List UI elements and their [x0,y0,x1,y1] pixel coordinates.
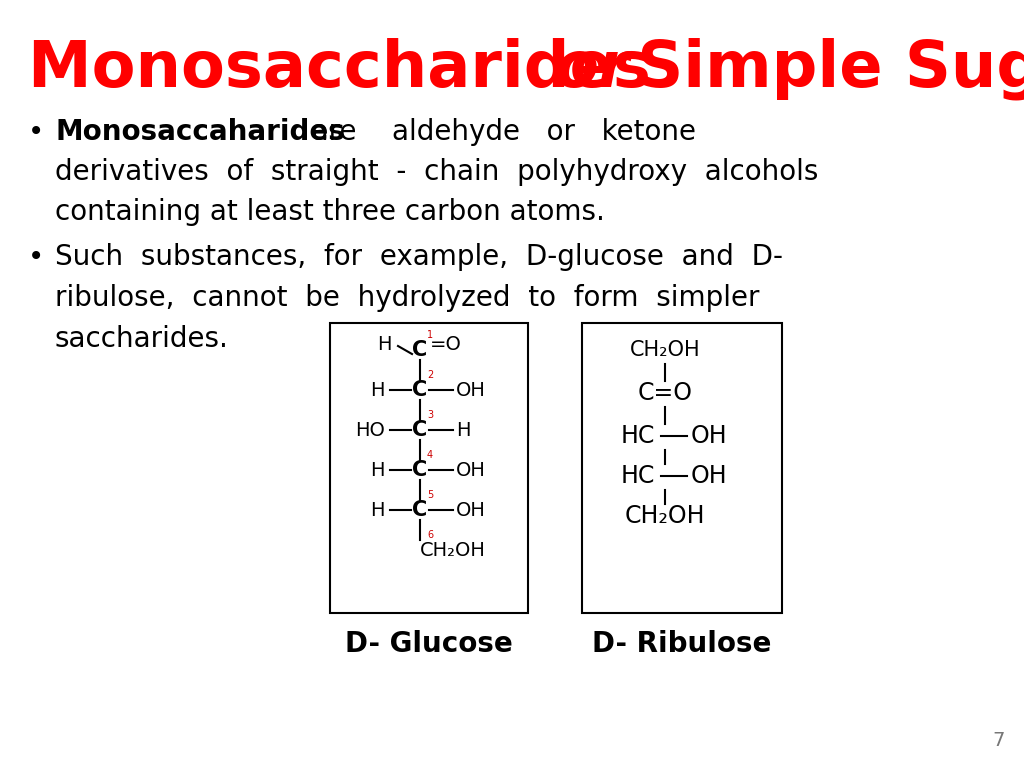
Text: 1: 1 [427,330,433,340]
Text: CH₂OH: CH₂OH [420,541,485,560]
Text: are    aldehyde   or   ketone: are aldehyde or ketone [285,118,696,146]
Text: 3: 3 [427,410,433,420]
Text: OH: OH [691,464,728,488]
Text: H: H [456,421,470,439]
Text: D- Glucose: D- Glucose [345,630,513,658]
Text: Such  substances,  for  example,  D-glucose  and  D-: Such substances, for example, D-glucose … [55,243,783,271]
Text: H: H [371,461,385,479]
Text: 4: 4 [427,450,433,460]
Text: HC: HC [621,424,655,448]
Text: CH₂OH: CH₂OH [625,504,706,528]
Text: 7: 7 [992,731,1005,750]
Text: Monosaccharides: Monosaccharides [28,38,673,100]
Text: HO: HO [355,421,385,439]
Text: C: C [413,340,428,360]
Text: =O: =O [430,336,462,355]
Text: OH: OH [456,380,485,399]
Text: C: C [413,420,428,440]
Text: 2: 2 [427,370,433,380]
Text: OH: OH [456,461,485,479]
Text: Simple Sugars: Simple Sugars [615,38,1024,101]
Text: C: C [413,460,428,480]
Text: 5: 5 [427,490,433,500]
Text: HC: HC [621,464,655,488]
Text: derivatives  of  straight  -  chain  polyhydroxy  alcohols: derivatives of straight - chain polyhydr… [55,158,818,186]
Text: H: H [371,380,385,399]
Text: CH₂OH: CH₂OH [630,340,700,360]
Text: 6: 6 [427,530,433,540]
Text: containing at least three carbon atoms.: containing at least three carbon atoms. [55,198,605,226]
Bar [582,323,782,613]
Text: Monosaccaharides: Monosaccaharides [55,118,345,146]
Text: or: or [555,38,631,100]
Text: C=O: C=O [638,381,692,405]
Text: H: H [371,501,385,519]
Text: C: C [413,500,428,520]
Text: D- Ribulose: D- Ribulose [592,630,772,658]
Text: •: • [28,243,44,271]
Text: saccharides.: saccharides. [55,325,229,353]
Text: H: H [378,335,392,353]
Text: ribulose,  cannot  be  hydrolyzed  to  form  simpler: ribulose, cannot be hydrolyzed to form s… [55,284,760,312]
Text: C: C [413,380,428,400]
Text: •: • [28,118,44,146]
Bar [330,323,528,613]
Text: OH: OH [456,501,485,519]
Text: OH: OH [691,424,728,448]
